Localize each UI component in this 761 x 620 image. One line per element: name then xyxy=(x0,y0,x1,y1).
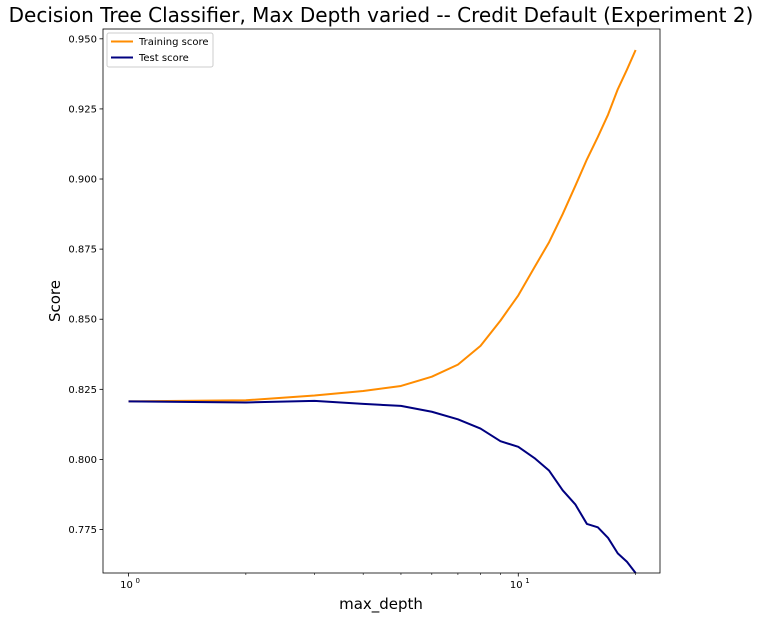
x-tick-exponent: 0 xyxy=(136,577,140,585)
y-tick-label: 0.775 xyxy=(68,525,97,536)
legend-label-test-score: Test score xyxy=(138,53,189,64)
plot-frame xyxy=(102,28,661,574)
y-axis-label: Score xyxy=(46,280,64,322)
legend-box xyxy=(106,32,214,68)
y-tick-label: 0.875 xyxy=(68,245,97,256)
x-tick-exponent: 1 xyxy=(525,577,529,585)
series-line-training-score xyxy=(128,49,637,403)
y-tick-label: 0.800 xyxy=(68,455,97,466)
y-tick-label: 0.950 xyxy=(68,34,97,45)
x-axis-label: max_depth xyxy=(339,595,423,614)
y-tick-label: 0.825 xyxy=(68,385,97,396)
series-line-test-score xyxy=(128,399,637,574)
legend-label-training-score: Training score xyxy=(138,37,209,48)
y-axis: 0.775 0.800 0.825 0.850 0.875 0.900 0.925 0.950 xyxy=(68,34,103,536)
y-tick-label: 0.925 xyxy=(68,104,97,115)
legend: Training score Test score xyxy=(106,32,214,68)
x-tick-label: 10 xyxy=(120,580,133,591)
x-tick-label: 10 xyxy=(510,580,523,591)
chart-title: Decision Tree Classifier, Max Depth vari… xyxy=(9,3,754,27)
series-layer xyxy=(128,49,637,574)
y-tick-label: 0.900 xyxy=(68,175,97,186)
y-tick-label: 0.850 xyxy=(68,315,97,326)
x-axis: 10 0 10 1 xyxy=(120,573,636,591)
